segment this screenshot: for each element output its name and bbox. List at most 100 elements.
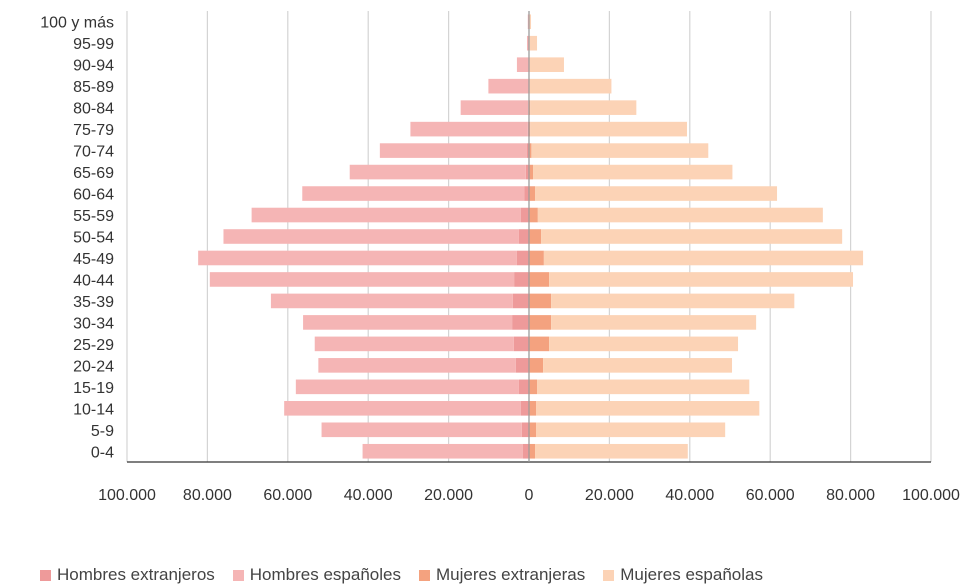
bar-hombres-españoles xyxy=(303,315,512,330)
legend-swatch xyxy=(419,570,430,581)
legend-label: Mujeres extranjeras xyxy=(436,565,585,585)
y-tick-label: 70-74 xyxy=(73,144,114,161)
bar-hombres-españoles xyxy=(517,57,529,72)
bar-hombres-españoles xyxy=(363,444,523,459)
bar-hombres-extranjeros xyxy=(514,337,529,352)
bar-hombres-españoles xyxy=(223,229,518,244)
x-tick-label: 60.000 xyxy=(263,487,312,504)
x-tick-label: 80.000 xyxy=(183,487,232,504)
y-tick-label: 20-24 xyxy=(73,358,114,375)
y-tick-label: 40-44 xyxy=(73,272,114,289)
y-tick-label: 90-94 xyxy=(73,58,114,75)
y-tick-label: 80-84 xyxy=(73,101,114,118)
bar-hombres-españoles xyxy=(315,337,514,352)
bar-mujeres-españolas xyxy=(538,208,823,223)
bar-mujeres-españolas xyxy=(535,186,777,201)
bar-hombres-españoles xyxy=(284,401,521,416)
chart-legend: Hombres extranjeros Hombres españoles Muje… xyxy=(40,566,965,584)
y-tick-label: 55-59 xyxy=(73,208,114,225)
bar-hombres-españoles xyxy=(410,122,527,137)
x-tick-label: 100.000 xyxy=(98,487,156,504)
bar-mujeres-españolas xyxy=(531,143,708,158)
bar-mujeres-españolas xyxy=(537,380,749,395)
bar-mujeres-españolas xyxy=(541,229,842,244)
bar-mujeres-extranjeras xyxy=(529,186,535,201)
bar-mujeres-extranjeras xyxy=(529,380,537,395)
legend-swatch xyxy=(603,570,614,581)
y-tick-label: 95-99 xyxy=(73,36,114,53)
y-tick-label: 10-14 xyxy=(73,401,114,418)
bar-mujeres-extranjeras xyxy=(529,444,535,459)
bar-mujeres-extranjeras xyxy=(529,422,536,437)
y-tick-label: 5-9 xyxy=(91,423,114,440)
bar-mujeres-extranjeras xyxy=(529,294,551,309)
bar-mujeres-extranjeras xyxy=(529,272,549,287)
bar-hombres-españoles xyxy=(380,143,527,158)
y-tick-label: 45-49 xyxy=(73,251,114,268)
bar-hombres-españoles xyxy=(350,165,526,180)
bar-hombres-extranjeros xyxy=(521,208,529,223)
bar-mujeres-españolas xyxy=(536,401,759,416)
bar-hombres-españoles xyxy=(322,422,522,437)
x-tick-label: 40.000 xyxy=(344,487,393,504)
y-tick-label: 50-54 xyxy=(73,230,114,247)
bar-mujeres-extranjeras xyxy=(529,358,543,373)
bar-mujeres-extranjeras xyxy=(529,251,544,266)
y-tick-label: 15-19 xyxy=(73,380,114,397)
x-tick-label: 60.000 xyxy=(746,487,795,504)
bar-hombres-extranjeros xyxy=(513,294,529,309)
bar-hombres-extranjeros xyxy=(523,444,529,459)
y-tick-label: 85-89 xyxy=(73,79,114,96)
bar-hombres-extranjeros xyxy=(517,251,529,266)
bar-mujeres-españolas xyxy=(535,444,688,459)
bar-hombres-españoles xyxy=(461,100,529,115)
bar-mujeres-españolas xyxy=(536,422,725,437)
bar-mujeres-extranjeras xyxy=(529,401,536,416)
legend-item: Hombres españoles xyxy=(233,566,401,584)
legend-swatch xyxy=(40,570,51,581)
y-tick-label: 100 y más xyxy=(40,15,114,32)
bar-hombres-extranjeros xyxy=(524,186,529,201)
legend-swatch xyxy=(233,570,244,581)
bar-mujeres-españolas xyxy=(549,337,738,352)
bar-mujeres-extranjeras xyxy=(529,165,533,180)
y-tick-label: 0-4 xyxy=(91,444,114,461)
bar-hombres-españoles xyxy=(296,380,519,395)
y-tick-label: 65-69 xyxy=(73,165,114,182)
x-tick-label: 0 xyxy=(525,487,534,504)
bar-mujeres-españolas xyxy=(549,272,853,287)
x-tick-labels: 100.000 80.000 60.000 40.000 20.000 0 20.000 40… xyxy=(98,487,960,504)
y-tick-label: 30-34 xyxy=(73,315,114,332)
y-tick-label: 35-39 xyxy=(73,294,114,311)
bar-hombres-extranjeros xyxy=(514,272,529,287)
bar-mujeres-españolas xyxy=(533,165,732,180)
bar-hombres-extranjeros xyxy=(519,229,529,244)
x-tick-label: 20.000 xyxy=(585,487,634,504)
bar-hombres-extranjeros xyxy=(512,315,529,330)
bar-hombres-extranjeros xyxy=(521,401,529,416)
bar-hombres-españoles xyxy=(488,79,528,94)
bar-mujeres-extranjeras xyxy=(529,315,551,330)
bar-mujeres-extranjeras xyxy=(529,208,538,223)
bar-hombres-españoles xyxy=(210,272,514,287)
bar-mujeres-extranjeras xyxy=(529,229,541,244)
bar-mujeres-españolas xyxy=(529,36,537,51)
legend-item: Hombres extranjeros xyxy=(40,566,215,584)
x-tick-label: 100.000 xyxy=(902,487,960,504)
bars xyxy=(198,14,863,458)
bar-mujeres-españolas xyxy=(544,251,863,266)
bar-mujeres-extranjeras xyxy=(529,337,549,352)
x-tick-label: 20.000 xyxy=(424,487,473,504)
bar-hombres-españoles xyxy=(271,294,513,309)
bar-hombres-extranjeros xyxy=(516,358,529,373)
bar-mujeres-españolas xyxy=(530,57,564,72)
bar-mujeres-españolas xyxy=(530,122,687,137)
y-tick-label: 60-64 xyxy=(73,187,114,204)
x-tick-label: 40.000 xyxy=(665,487,714,504)
y-tick-label: 75-79 xyxy=(73,122,114,139)
bar-hombres-españoles xyxy=(302,186,524,201)
bar-hombres-españoles xyxy=(318,358,515,373)
bar-mujeres-españolas xyxy=(551,315,756,330)
bar-mujeres-españolas xyxy=(530,100,636,115)
